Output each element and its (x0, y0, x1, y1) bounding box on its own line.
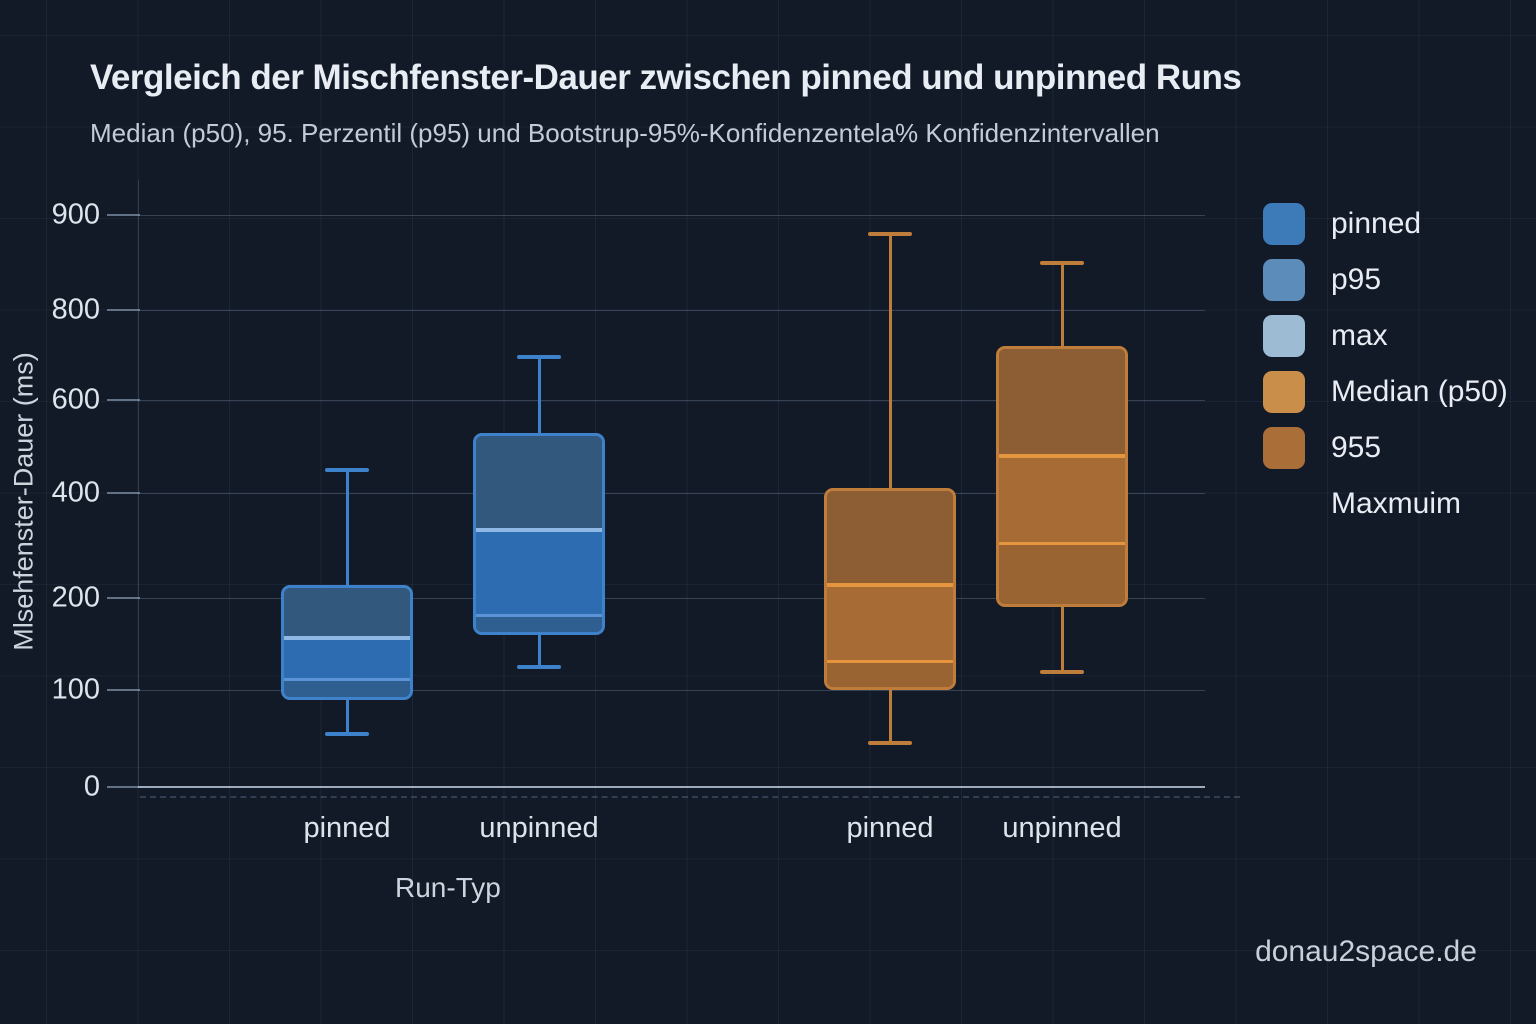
legend-label: 955 (1331, 430, 1382, 464)
legend-label: Median (p50) (1331, 374, 1508, 408)
chart-title: Vergleich der Mischfenster-Dauer zwische… (90, 58, 1242, 97)
legend-swatch (1263, 314, 1305, 357)
x-tick-label-1-unpinned: unpinned (479, 812, 599, 844)
y-tick-mark-900 (107, 214, 140, 216)
legend: pinned p95 max Median (p50) 955 Maxmuim (1263, 202, 1508, 525)
x-tick-label-0-pinned: pinned (303, 812, 391, 844)
inner-line-lower (999, 542, 1125, 546)
inner-line-upper (476, 528, 602, 533)
y-tick-label-100: 100 (51, 673, 100, 706)
legend-item-maxmuim: Maxmuim (1263, 482, 1508, 525)
x-tick-label-3-unpinned: unpinned (1002, 812, 1122, 844)
y-tick-mark-0 (107, 786, 140, 788)
legend-swatch-empty (1263, 483, 1305, 525)
box-upper-band (827, 491, 953, 586)
legend-swatch (1263, 426, 1305, 469)
legend-label: max (1331, 318, 1388, 352)
box-lower-band (999, 545, 1125, 605)
box-mid-band (284, 639, 410, 680)
y-tick-label-800: 800 (51, 293, 100, 326)
inner-line-lower (476, 613, 602, 617)
inner-line-lower (284, 678, 410, 682)
inner-line-upper (999, 454, 1125, 459)
x-axis-title: Run-Typ (395, 872, 501, 903)
y-tick-label-200: 200 (51, 581, 100, 614)
box-body (824, 488, 956, 690)
gridline-0 (138, 786, 1205, 788)
gridline-400 (138, 493, 1205, 494)
gridline-200 (138, 598, 1205, 599)
box-lower-band (827, 662, 953, 687)
whisker-lower-line (345, 699, 349, 734)
whisker-upper-cap (517, 355, 561, 360)
whisker-lower-cap (868, 741, 912, 746)
gridline-800 (138, 310, 1205, 311)
whisker-upper-cap (325, 467, 369, 472)
legend-item-pinned: pinned (1263, 202, 1508, 245)
box-upper-band (476, 435, 602, 531)
y-tick-label-600: 600 (51, 383, 100, 416)
whisker-lower-line (537, 634, 541, 667)
y-tick-mark-200 (107, 597, 140, 599)
gridline-100 (138, 690, 1205, 691)
gridline-600 (138, 400, 1205, 401)
y-tick-label-900: 900 (51, 198, 100, 231)
y-tick-mark-400 (107, 492, 140, 494)
inner-line-lower (827, 659, 953, 663)
whisker-upper-line (1060, 262, 1064, 346)
legend-item-p95: p95 (1263, 258, 1508, 301)
x-tick-label-2-pinned: pinned (846, 812, 934, 844)
whisker-upper-line (345, 469, 349, 585)
y-tick-mark-100 (107, 689, 140, 691)
whisker-upper-cap (868, 232, 912, 236)
legend-swatch (1263, 370, 1305, 413)
chart-subtitle: Median (p50), 95. Perzentil (p95) und Bo… (90, 118, 1160, 148)
watermark: donau2space.de (1255, 935, 1477, 968)
box-upper-band (284, 587, 410, 638)
whisker-upper-line (888, 234, 892, 489)
box-mid-band (999, 458, 1125, 544)
legend-item-median-p50-: Median (p50) (1263, 370, 1508, 413)
y-axis-spine (138, 180, 139, 787)
box-mid-band (827, 587, 953, 661)
whisker-upper-line (537, 357, 541, 433)
box-lower-band (476, 616, 602, 632)
box-body (473, 432, 605, 635)
legend-item-max: max (1263, 314, 1508, 357)
y-tick-mark-800 (107, 309, 140, 311)
whisker-lower-cap (325, 731, 369, 736)
y-tick-label-400: 400 (51, 476, 100, 509)
whisker-upper-cap (1040, 260, 1084, 265)
legend-label: Maxmuim (1331, 486, 1462, 520)
whisker-lower-line (888, 690, 892, 744)
whisker-lower-line (1060, 607, 1064, 672)
inner-line-upper (284, 635, 410, 640)
y-tick-mark-600 (107, 399, 140, 401)
legend-label: p95 (1331, 262, 1382, 296)
legend-swatch (1263, 258, 1305, 301)
whisker-lower-cap (1040, 669, 1084, 674)
y-tick-label-0: 0 (83, 770, 100, 803)
box-lower-band (284, 681, 410, 697)
inner-line-upper (827, 583, 953, 588)
whisker-lower-cap (517, 665, 561, 669)
legend-swatch (1263, 202, 1305, 245)
box-body (996, 346, 1128, 608)
box-upper-band (999, 349, 1125, 457)
box-mid-band (476, 532, 602, 615)
legend-item-955: 955 (1263, 426, 1508, 469)
gridline-900 (138, 215, 1205, 216)
zero-dashed-line (140, 796, 1240, 798)
legend-label: pinned (1331, 206, 1422, 240)
box-body (281, 584, 413, 700)
